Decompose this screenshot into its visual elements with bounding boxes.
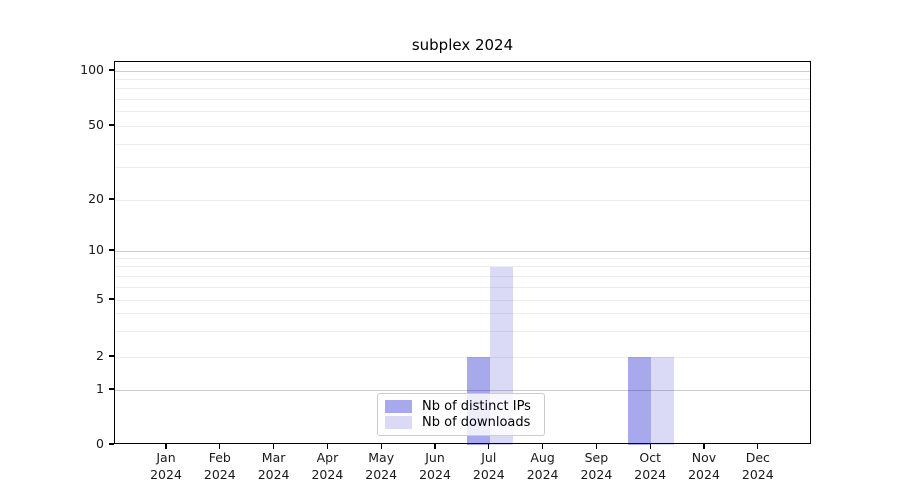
y-tick-label: 5	[96, 291, 104, 306]
y-tick-mark	[109, 388, 114, 390]
x-tick-label: Oct 2024	[634, 450, 667, 482]
y-tick-label: 2	[96, 348, 104, 363]
x-tick-mark	[434, 444, 436, 449]
x-tick-label: Jul 2024	[472, 450, 505, 482]
x-tick-mark	[488, 444, 490, 449]
y-tick-label: 100	[80, 62, 104, 77]
x-tick-mark	[595, 444, 598, 449]
x-tick-label: Mar 2024	[257, 450, 290, 482]
y-tick-label: 50	[88, 117, 104, 132]
x-tick-mark	[273, 444, 275, 449]
y-tick-label: 0	[96, 436, 104, 451]
bar-distinct-ips	[628, 357, 652, 445]
minor-gridline	[115, 78, 810, 80]
minor-gridline	[115, 88, 810, 90]
x-tick-label: Jan 2024	[150, 450, 182, 482]
y-tick-mark	[109, 124, 114, 126]
minor-gridline	[115, 286, 810, 288]
x-tick-label: Sep 2024	[580, 450, 613, 482]
y-tick-label: 1	[96, 381, 104, 396]
minor-gridline	[115, 143, 810, 145]
x-tick-mark	[219, 444, 221, 449]
x-tick-mark	[380, 444, 382, 449]
minor-gridline	[115, 331, 810, 333]
legend: Nb of distinct IPs Nb of downloads	[377, 393, 545, 436]
x-tick-label: Aug 2024	[526, 450, 559, 482]
x-tick-mark	[649, 444, 651, 449]
legend-swatch	[385, 416, 412, 430]
x-tick-mark	[542, 444, 544, 449]
y-tick-mark	[109, 355, 114, 357]
x-tick-label: Dec 2024	[741, 450, 774, 482]
y-tick-mark	[109, 198, 114, 200]
y-tick-mark	[109, 249, 114, 251]
minor-gridline	[115, 275, 810, 277]
minor-gridline	[115, 166, 810, 168]
x-tick-mark	[757, 444, 759, 449]
y-tick-mark	[109, 443, 114, 445]
bar-downloads	[651, 357, 675, 445]
minor-gridline	[115, 125, 810, 127]
legend-swatch	[385, 399, 412, 413]
minor-gridline	[115, 299, 810, 301]
x-tick-label: Feb 2024	[203, 450, 236, 482]
plot-area	[114, 61, 811, 445]
legend-item: Nb of downloads	[385, 415, 536, 431]
x-tick-mark	[326, 444, 329, 449]
minor-gridline	[115, 257, 810, 259]
minor-gridline	[115, 313, 810, 315]
x-tick-label: Jun 2024	[419, 450, 451, 482]
chart-title: subplex 2024	[411, 36, 514, 54]
minor-gridline	[115, 199, 810, 201]
x-tick-mark	[165, 444, 167, 449]
major-gridline	[115, 250, 810, 252]
minor-gridline	[115, 356, 810, 358]
x-tick-label: Apr 2024	[311, 450, 344, 482]
minor-gridline	[115, 98, 810, 100]
minor-gridline	[115, 111, 810, 113]
y-tick-label: 20	[88, 191, 104, 206]
major-gridline	[115, 389, 810, 391]
x-tick-mark	[703, 444, 705, 449]
legend-label: Nb of distinct IPs	[422, 398, 531, 414]
minor-gridline	[115, 266, 810, 268]
legend-item: Nb of distinct IPs	[385, 398, 536, 414]
y-tick-label: 10	[88, 242, 104, 257]
y-tick-mark	[109, 298, 114, 300]
x-tick-label: Nov 2024	[688, 450, 720, 482]
legend-label: Nb of downloads	[422, 415, 531, 431]
x-tick-label: May 2024	[365, 450, 398, 482]
major-gridline	[115, 70, 810, 72]
y-tick-mark	[109, 69, 114, 71]
